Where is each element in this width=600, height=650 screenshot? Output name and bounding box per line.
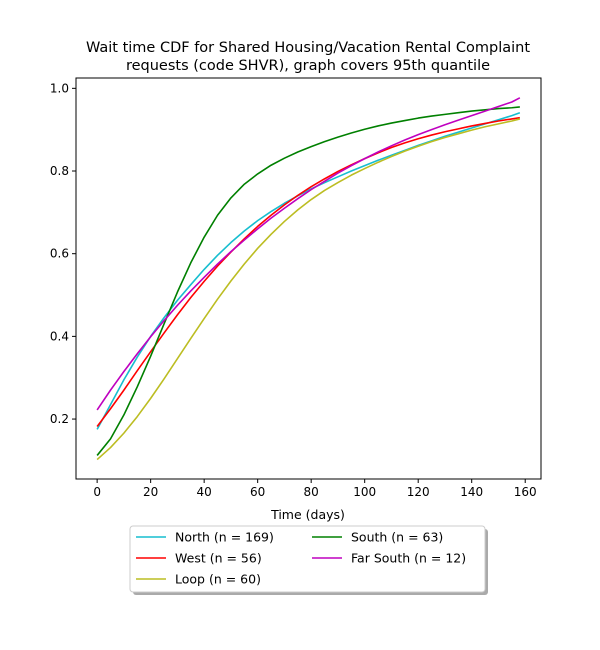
x-tick-label-8: 160 xyxy=(514,485,537,499)
chart-title-line2: requests (code SHVR), graph covers 95th … xyxy=(126,58,490,74)
legend: North (n = 169) West (n = 56) Loop (n = 60… xyxy=(129,525,488,595)
legend-box xyxy=(129,525,486,593)
legend-label-2: Loop (n = 60) xyxy=(175,572,261,587)
x-tick-label-4: 80 xyxy=(304,485,319,499)
x-tick-label-3: 60 xyxy=(250,485,265,499)
legend-label-4: Far South (n = 12) xyxy=(351,551,466,566)
y-tick-label-2: 0.6 xyxy=(50,247,69,261)
x-tick-label-2: 40 xyxy=(197,485,212,499)
y-tick-label-3: 0.8 xyxy=(50,164,69,178)
series-line-3 xyxy=(96,106,520,456)
series-line-1 xyxy=(96,116,520,427)
series-line-4 xyxy=(96,97,521,411)
plot-frame xyxy=(75,77,542,480)
legend-label-0: North (n = 169) xyxy=(175,530,274,545)
x-axis-label: Time (days) xyxy=(270,507,345,522)
series-line-0 xyxy=(96,111,521,430)
y-tick-label-1: 0.4 xyxy=(50,329,69,343)
y-tick-label-4: 1.0 xyxy=(50,81,69,95)
series-line-2 xyxy=(96,118,521,461)
chart-title-line1: Wait time CDF for Shared Housing/Vacatio… xyxy=(86,40,530,56)
x-tick-label-7: 140 xyxy=(460,485,483,499)
y-tick-label-0: 0.2 xyxy=(50,412,69,426)
x-tick-label-0: 0 xyxy=(93,485,101,499)
legend-label-1: West (n = 56) xyxy=(175,551,262,566)
axis-ticks: 0 20 40 60 80 100 120 140 160 0.2 0.4 0.6 0.8 1.0 xyxy=(50,81,537,499)
x-tick-label-1: 20 xyxy=(143,485,158,499)
plot-area xyxy=(96,97,521,461)
x-tick-label-6: 120 xyxy=(407,485,430,499)
legend-label-3: South (n = 63) xyxy=(351,530,443,545)
x-tick-label-5: 100 xyxy=(353,485,376,499)
